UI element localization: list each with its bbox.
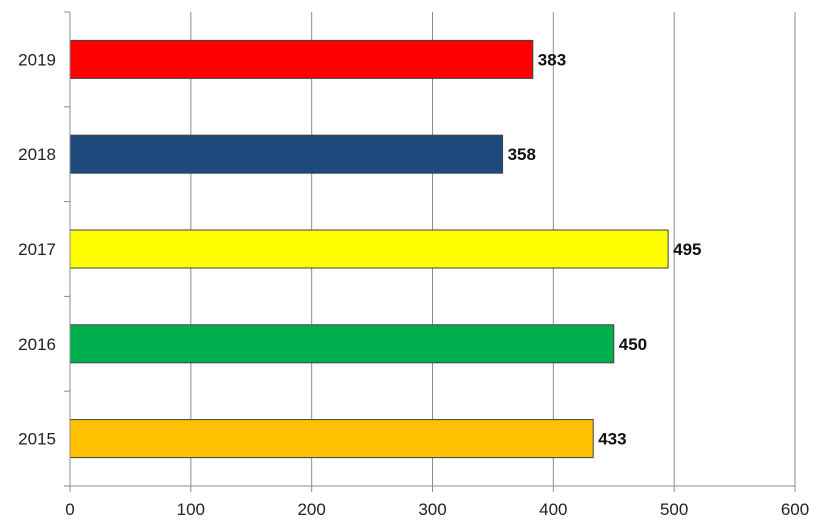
bars: [69, 39, 669, 459]
bar-2015: [69, 419, 594, 459]
x-tick-label: 100: [177, 500, 205, 519]
labels: 0 100 200 300 400 500 600 2015 433 2016 450 2017 495…: [18, 50, 809, 519]
y-tick-label: 2018: [18, 145, 56, 164]
x-tick-label: 0: [65, 500, 74, 519]
axes: [64, 11, 796, 492]
y-tick-label: 2017: [18, 240, 56, 259]
data-label: 495: [673, 240, 701, 259]
data-label: 433: [598, 430, 626, 449]
bar-2018: [69, 134, 504, 174]
bar-2019: [69, 39, 534, 79]
y-tick-label: 2019: [18, 50, 56, 69]
x-tick-label: 200: [297, 500, 325, 519]
x-tick-label: 300: [418, 500, 446, 519]
bar-2016: [69, 324, 615, 364]
x-tick-label: 500: [660, 500, 688, 519]
data-label: 358: [508, 145, 536, 164]
y-tick-label: 2015: [18, 430, 56, 449]
x-tick-label: 600: [781, 500, 809, 519]
y-tick-label: 2016: [18, 335, 56, 354]
data-label: 383: [538, 50, 566, 69]
data-label: 450: [619, 335, 647, 354]
x-tick-label: 400: [539, 500, 567, 519]
bar-2017: [69, 229, 669, 269]
